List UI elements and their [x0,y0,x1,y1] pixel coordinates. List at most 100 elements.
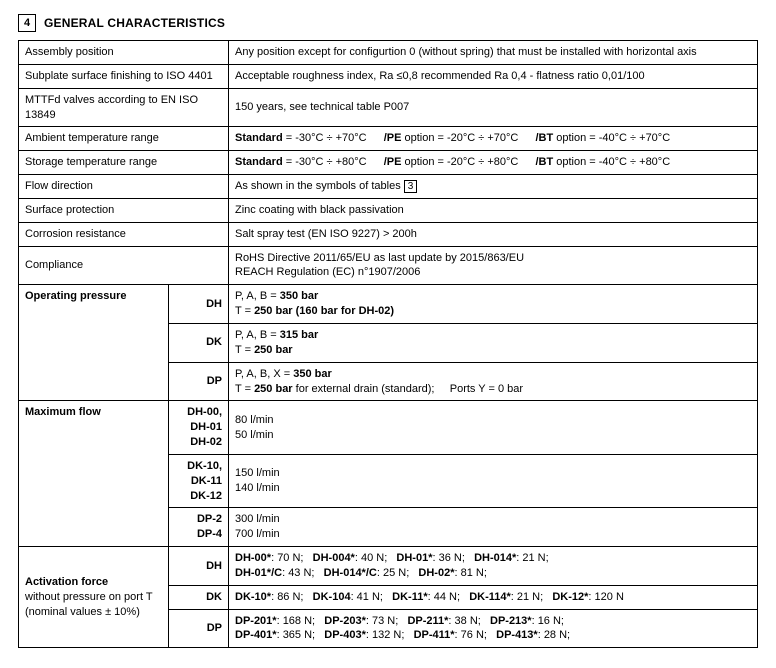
op-dh-l1b: 350 bar [280,290,319,302]
row-value: DP-201*: 168 N; DP-203*: 73 N; DP-211* : … [229,609,758,648]
bt-label: /BT [535,156,553,168]
af-dh-b3v: : 81 N; [455,567,487,579]
af-dp-b2k: DP-403* [324,629,366,641]
af-dp-a4v: : 16 N; [532,615,564,627]
row-value: Standard = -30°C ÷ +80°C /PE option = -2… [229,151,758,175]
row-label: Subplate surface finishing to ISO 4401 [19,64,229,88]
pe-label: /PE [384,156,402,168]
op-dk-l1b: 315 bar [280,329,319,341]
activation-l2: without pressure on port T [25,591,153,603]
af-dk-a5v: : 120 N [588,591,623,603]
std-val: = -30°C ÷ +70°C [283,132,367,144]
variant-tag: DK-10, DK-11 DK-12 [169,454,229,508]
af-dp-b3v: : 76 N; [455,629,487,641]
pe-label: /PE [384,132,402,144]
row-label: Maximum flow [19,401,169,547]
table-row: Assembly position Any position except fo… [19,41,758,65]
row-value: 300 l/min 700 l/min [229,508,758,547]
af-dh-a1v: : 70 N; [271,552,303,564]
table-row: Maximum flow DH-00, DH-01 DH-02 80 l/min… [19,401,758,455]
compliance-l1: RoHS Directive 2011/65/EU as last update… [235,252,524,264]
op-dp-l1b: 350 bar [293,368,332,380]
af-dp-b4k: DP-413* [496,629,538,641]
table-row: Activation force without pressure on por… [19,547,758,586]
af-dp-b4v: : 28 N; [538,629,570,641]
row-label: Flow direction [19,175,229,199]
bt-val: option = -40°C ÷ +80°C [553,156,670,168]
af-dh-b1v: : 43 N; [282,567,314,579]
af-dh-b2v: : 25 N; [377,567,409,579]
af-dh-a4v: : 21 N; [516,552,548,564]
variant-tag: DH [169,285,229,324]
mf-r2-t2: DK-12 [190,490,222,502]
section-title: GENERAL CHARACTERISTICS [44,16,225,30]
af-dk-a2v: : 41 N; [351,591,383,603]
table-row: Compliance RoHS Directive 2011/65/EU as … [19,246,758,285]
pe-val: option = -20°C ÷ +70°C [401,132,518,144]
op-dh-l1a: P, A, B = [235,290,280,302]
af-dp-a2k: DP-203* [324,615,366,627]
row-label: Activation force without pressure on por… [19,547,169,648]
table-row: Operating pressure DH P, A, B = 350 bar … [19,285,758,324]
mf-r1-t2: DH-02 [190,436,222,448]
af-dh-a1k: DH-00* [235,552,271,564]
mf-r3-t2: DP-4 [197,528,222,540]
af-dh-b1k: DH-01*/C [235,567,282,579]
mf-r1-t1: DH-00, DH-01 [187,406,222,433]
af-dk-a4k: DK-114* [469,591,511,603]
row-value: Zinc coating with black passivation [229,198,758,222]
af-dk-a2k: DK-104 [313,591,351,603]
af-dp-a1v: : 168 N; [277,615,316,627]
bt-label: /BT [535,132,553,144]
af-dp-b1k: DP-401* [235,629,277,641]
row-value: Salt spray test (EN ISO 9227) > 200h [229,222,758,246]
activation-l1: Activation force [25,576,108,588]
af-dp-b1v: : 365 N; [277,629,316,641]
compliance-l2: REACH Regulation (EC) n°1907/2006 [235,266,420,278]
table-row: Corrosion resistance Salt spray test (EN… [19,222,758,246]
af-dh-b3k: DH-02* [418,567,454,579]
row-value: Standard = -30°C ÷ +70°C /PE option = -2… [229,127,758,151]
flowdir-prefix: As shown in the symbols of tables [235,180,404,192]
mf-r1-v1: 80 l/min [235,414,274,426]
row-label: MTTFd valves according to EN ISO 13849 [19,88,229,127]
row-value: As shown in the symbols of tables 3 [229,175,758,199]
row-value: DH-00*: 70 N; DH-004*: 40 N; DH-01*: 36 … [229,547,758,586]
boxed-ref: 3 [404,180,418,193]
af-dp-a4k: DP-213* [490,615,532,627]
variant-tag: DK [169,323,229,362]
row-value: 150 l/min 140 l/min [229,454,758,508]
table-row: Flow direction As shown in the symbols o… [19,175,758,199]
table-row: Subplate surface finishing to ISO 4401 A… [19,64,758,88]
variant-tag: DH-00, DH-01 DH-02 [169,401,229,455]
table-row: Storage temperature range Standard = -30… [19,151,758,175]
op-dk-l1a: P, A, B = [235,329,280,341]
af-dk-a1k: DK-10* [235,591,271,603]
activation-l3: (nominal values ± 10%) [25,606,140,618]
op-dp-l2a: T = [235,383,254,395]
mf-r2-v2: 140 l/min [235,482,280,494]
af-dp-a2v: : 73 N; [366,615,398,627]
variant-tag: DK [169,585,229,609]
row-value: P, A, B, X = 350 bar T = 250 bar for ext… [229,362,758,401]
op-dp-l2b: 250 bar [254,383,293,395]
af-dp-a3k: DP-211* [407,615,448,627]
row-value: P, A, B = 350 bar T = 250 bar (160 bar f… [229,285,758,324]
op-dp-l2d: Ports Y = 0 bar [450,383,523,395]
std-val: = -30°C ÷ +80°C [283,156,367,168]
section-number: 4 [24,17,30,29]
op-dp-l2c: for external drain (standard); [293,383,435,395]
variant-tag: DP [169,362,229,401]
af-dk-a4v: : 21 N; [511,591,543,603]
af-dh-a3v: : 36 N; [433,552,465,564]
af-dh-a4k: DH-014* [474,552,516,564]
mf-r3-v2: 700 l/min [235,528,280,540]
op-dh-l2a: T = [235,305,254,317]
af-dh-a3k: DH-01* [396,552,432,564]
row-label: Operating pressure [19,285,169,401]
mf-r3-v1: 300 l/min [235,513,280,525]
table-row: MTTFd valves according to EN ISO 13849 1… [19,88,758,127]
table-row: Ambient temperature range Standard = -30… [19,127,758,151]
af-dp-a1k: DP-201* [235,615,277,627]
row-value: 80 l/min 50 l/min [229,401,758,455]
